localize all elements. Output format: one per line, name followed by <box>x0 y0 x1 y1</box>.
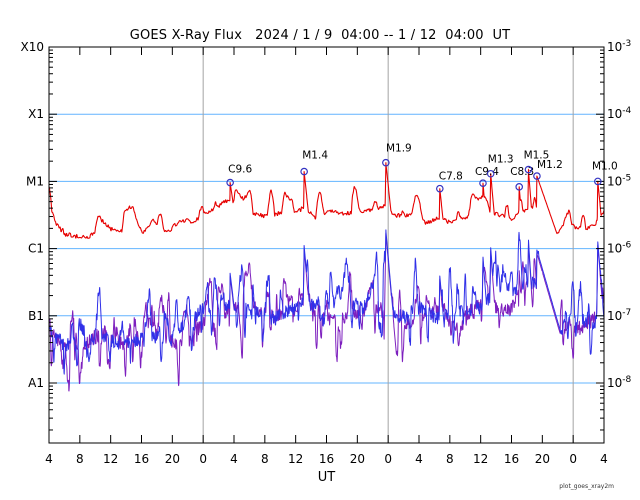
x-tick-label: 12 <box>288 452 303 466</box>
x-tick-label: 20 <box>535 452 550 466</box>
x-tick-label: 8 <box>261 452 269 466</box>
chart-title: GOES X-Ray Flux 2024 / 1 / 9 04:00 -- 1 … <box>129 28 511 43</box>
x-tick-label: 0 <box>384 452 392 466</box>
flare-label: M1.2 <box>537 159 563 171</box>
flare-peak-marker <box>300 167 308 176</box>
x-tick-label: 8 <box>76 452 84 466</box>
flare-label: C8.3 <box>510 166 534 178</box>
flare-label: C7.8 <box>439 171 463 183</box>
y-right-label: 10-8 <box>607 375 632 390</box>
flare-label: C9.4 <box>475 166 499 178</box>
flare-label: C9.6 <box>228 164 252 176</box>
y-left-label: A1 <box>28 376 44 390</box>
flare-label: M1.9 <box>386 143 412 155</box>
xray-short-channel-alt-curve <box>49 232 604 392</box>
x-tick-label: 4 <box>230 452 238 466</box>
xray-long-channel-curve <box>49 162 604 239</box>
xray-short-channel-curve <box>49 229 604 375</box>
flare-peak-marker <box>515 183 524 191</box>
flare-label: M1.3 <box>488 154 514 166</box>
flare-peak-marker <box>382 158 390 167</box>
y-right-label: 10-5 <box>607 173 631 188</box>
flare-label: M1.4 <box>302 150 328 162</box>
y-left-label: B1 <box>28 309 44 323</box>
x-tick-label: 12 <box>103 452 118 466</box>
x-tick-label: 12 <box>473 452 488 466</box>
x-tick-label: 0 <box>199 452 207 466</box>
y-left-label: C1 <box>28 242 44 256</box>
x-tick-label: 0 <box>569 452 577 466</box>
flare-peak-marker <box>524 165 533 174</box>
x-tick-label: 4 <box>45 452 53 466</box>
x-tick-label: 16 <box>319 452 334 466</box>
y-right-label: 10-3 <box>607 39 631 54</box>
flare-peak-marker <box>594 177 602 186</box>
y-right-label: 10-7 <box>607 308 631 323</box>
x-tick-label: 16 <box>134 452 149 466</box>
x-axis-title: UT <box>317 470 336 485</box>
y-right-label: 10-6 <box>607 241 632 256</box>
x-tick-label: 4 <box>415 452 423 466</box>
y-left-label: X1 <box>28 107 44 121</box>
y-left-label: M1 <box>26 174 44 188</box>
flare-label: M1.0 <box>592 160 618 172</box>
flare-label: M1.5 <box>524 150 550 162</box>
x-tick-label: 20 <box>350 452 365 466</box>
flare-peak-marker <box>533 172 541 180</box>
x-tick-label: 16 <box>504 452 519 466</box>
x-tick-label: 8 <box>446 452 454 466</box>
flare-peak-marker <box>436 184 444 193</box>
x-tick-label: 20 <box>165 452 180 466</box>
plot-watermark: plot_goes_xray2m <box>559 483 614 490</box>
y-left-label: X10 <box>21 40 45 54</box>
flare-peak-marker <box>479 179 487 188</box>
flare-peak-marker <box>486 169 495 178</box>
x-tick-label: 4 <box>600 452 608 466</box>
flare-peak-marker <box>226 178 234 187</box>
y-right-label: 10-4 <box>607 106 632 121</box>
